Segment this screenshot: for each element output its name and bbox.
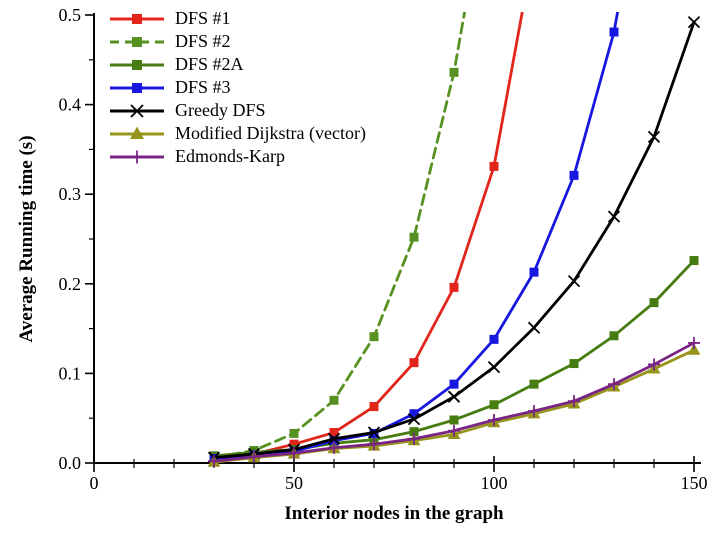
x-data-point-marker [647, 130, 661, 143]
x-data-point-marker [567, 274, 581, 288]
x-axis-title: Interior nodes in the graph [284, 503, 504, 524]
square-data-point-marker [449, 282, 459, 292]
legend-swatch-plus-icon [110, 150, 164, 163]
x-data-point-marker [687, 16, 701, 29]
x-data-point-marker [367, 426, 381, 439]
legend-item-dfs-2a: DFS #2A [108, 53, 366, 76]
series-edmonds-karp [208, 336, 700, 467]
legend-label: Edmonds-Karp [175, 146, 285, 166]
legend-label: DFS #2 [175, 31, 231, 51]
plus-data-point-marker [688, 336, 700, 349]
plus-data-point-marker [288, 447, 300, 460]
legend-item-modified-dijkstra-vector: Modified Dijkstra (vector) [108, 122, 366, 145]
square-data-point-marker [132, 82, 142, 93]
legend-label: DFS #3 [175, 77, 231, 97]
square-data-point-marker [329, 436, 339, 446]
y-tick-label: 0.4 [59, 95, 82, 115]
plus-data-point-marker [568, 395, 580, 408]
legend-swatch-x-icon [110, 103, 164, 118]
series-line-dfs-2 [212, 12, 467, 460]
square-data-point-marker [132, 36, 142, 47]
square-data-point-marker [569, 170, 579, 180]
plus-data-point-marker [328, 441, 340, 454]
square-data-point-marker [489, 161, 499, 171]
square-data-point-marker [132, 59, 142, 70]
triangle-data-point-marker [130, 126, 144, 139]
square-data-point-marker [609, 331, 619, 341]
square-data-point-marker [329, 428, 339, 438]
plus-data-point-marker [130, 150, 144, 163]
legend-swatch-triangle-icon [110, 126, 164, 139]
plus-data-point-marker [608, 378, 620, 391]
x-data-point-marker [327, 432, 341, 445]
x-tick-label: 100 [481, 473, 508, 493]
triangle-data-point-marker [687, 343, 701, 355]
y-tick-label: 0.5 [59, 5, 82, 25]
square-data-point-marker [569, 359, 579, 369]
square-data-point-marker [409, 409, 419, 419]
legend-swatch-square-icon [110, 36, 164, 47]
y-tick-label: 0.3 [59, 184, 82, 204]
legend-label: Modified Dijkstra (vector) [175, 123, 366, 143]
legend-swatch-square-icon [110, 59, 164, 70]
plus-data-point-marker [488, 413, 500, 426]
square-data-point-marker [449, 415, 459, 425]
x-tick-label: 50 [285, 473, 303, 493]
x-tick-label: 150 [681, 473, 708, 493]
plus-data-point-marker [408, 432, 420, 445]
legend-label: Greedy DFS [175, 100, 266, 120]
square-data-point-marker [689, 256, 699, 266]
plus-data-point-marker [208, 455, 220, 467]
legend-swatch-square-icon [110, 13, 164, 24]
plus-data-point-marker [248, 450, 260, 463]
square-data-point-marker [409, 232, 419, 242]
square-data-point-marker [449, 67, 459, 77]
legend-label: DFS #2A [175, 54, 244, 74]
legend-label: DFS #1 [175, 8, 231, 28]
square-data-point-marker [289, 439, 299, 449]
square-data-point-marker [329, 395, 339, 405]
legend-swatch-square-icon [110, 82, 164, 93]
x-data-point-marker [607, 210, 621, 223]
square-data-point-marker [449, 379, 459, 389]
plus-data-point-marker [368, 438, 380, 451]
y-tick-label: 0.0 [59, 453, 82, 473]
square-data-point-marker [369, 332, 379, 342]
y-tick-label: 0.2 [59, 274, 82, 294]
square-data-point-marker [489, 400, 499, 410]
plot-area [207, 12, 701, 467]
square-data-point-marker [489, 334, 499, 344]
x-data-point-marker [407, 412, 421, 426]
square-data-point-marker [529, 379, 539, 389]
square-data-point-marker [409, 427, 419, 437]
plus-data-point-marker [648, 358, 660, 371]
series-line-edmonds-karp [212, 341, 696, 463]
x-data-point-marker [527, 321, 541, 334]
series-line-dfs-3 [212, 12, 620, 460]
square-data-point-marker [132, 13, 142, 24]
legend-item-edmonds-karp: Edmonds-Karp [108, 145, 366, 168]
x-data-point-marker [130, 103, 144, 118]
y-axis-title: Average Running time (s) [16, 135, 37, 343]
plus-data-point-marker [448, 424, 460, 437]
x-data-point-marker [487, 360, 501, 374]
chart-legend: DFS #1 DFS #2 DFS #2A DFS #3 Greedy DFS Modif… [108, 7, 366, 168]
legend-item-dfs-3: DFS #3 [108, 76, 366, 99]
legend-item-dfs-1: DFS #1 [108, 7, 366, 30]
square-data-point-marker [289, 428, 299, 438]
plus-data-point-marker [528, 405, 540, 418]
square-data-point-marker [649, 298, 659, 308]
x-data-point-marker [447, 390, 461, 403]
square-data-point-marker [369, 402, 379, 412]
square-data-point-marker [609, 27, 619, 37]
legend-item-dfs-2: DFS #2 [108, 30, 366, 53]
y-tick-label: 0.1 [59, 363, 82, 383]
legend-item-greedy-dfs: Greedy DFS [108, 99, 366, 122]
square-data-point-marker [529, 267, 539, 277]
square-data-point-marker [409, 358, 419, 368]
x-tick-label: 0 [90, 473, 99, 493]
